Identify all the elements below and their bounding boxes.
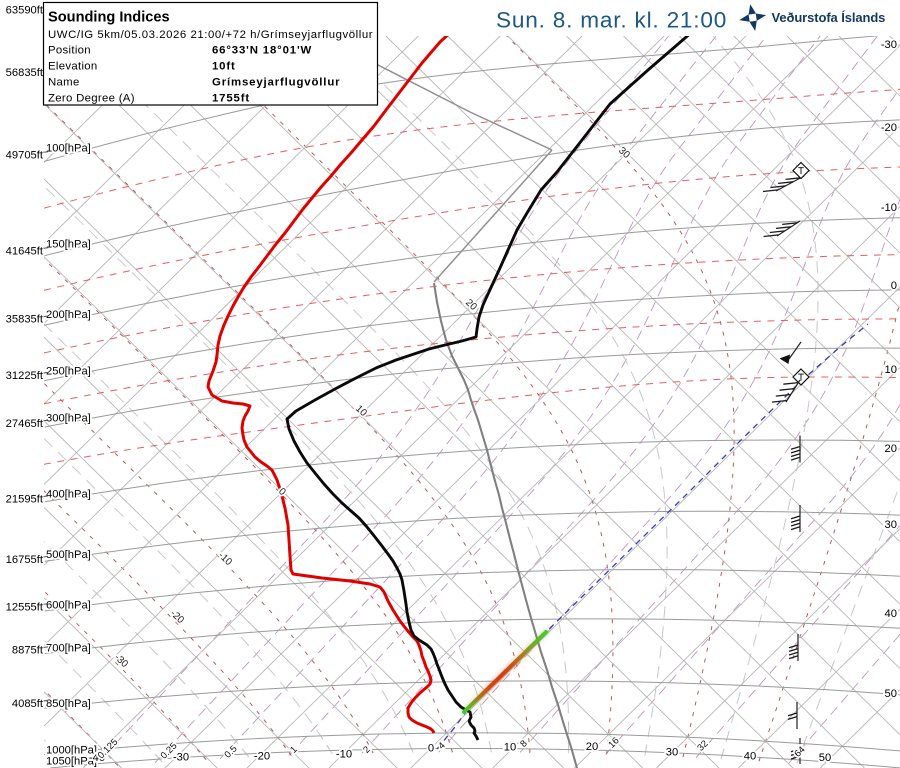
- svg-text:0: 0: [428, 743, 434, 755]
- svg-text:4085ft: 4085ft: [12, 698, 44, 710]
- svg-text:-40: -40: [89, 752, 105, 764]
- svg-text:16755ft: 16755ft: [6, 554, 44, 566]
- svg-text:250[hPa]: 250[hPa]: [46, 366, 91, 378]
- svg-text:100[hPa]: 100[hPa]: [46, 142, 91, 154]
- svg-text:700[hPa]: 700[hPa]: [46, 643, 91, 655]
- svg-text:Position: Position: [48, 45, 91, 57]
- svg-text:UWC/IG 5km/05.03.2026 21:00/+7: UWC/IG 5km/05.03.2026 21:00/+72 h/Grímse…: [48, 29, 373, 41]
- svg-text:35835ft: 35835ft: [6, 314, 44, 326]
- svg-text:30: 30: [885, 519, 897, 531]
- svg-text:66°33'N 18°01'W: 66°33'N 18°01'W: [212, 45, 312, 57]
- svg-text:21595ft: 21595ft: [6, 494, 44, 506]
- svg-text:Sounding Indices: Sounding Indices: [48, 10, 170, 26]
- svg-text:-20: -20: [881, 122, 897, 134]
- svg-text:-30: -30: [881, 39, 897, 51]
- svg-text:49705ft: 49705ft: [6, 149, 44, 161]
- svg-text:31225ft: 31225ft: [6, 370, 44, 382]
- svg-text:150[hPa]: 150[hPa]: [46, 238, 91, 250]
- svg-text:Name: Name: [48, 77, 80, 89]
- svg-text:Grímseyjarflugvöllur: Grímseyjarflugvöllur: [212, 77, 340, 89]
- svg-text:12555ft: 12555ft: [6, 601, 44, 613]
- svg-text:8875ft: 8875ft: [12, 645, 44, 657]
- svg-text:300[hPa]: 300[hPa]: [46, 413, 91, 425]
- svg-text:20: 20: [885, 443, 897, 455]
- svg-text:-10: -10: [881, 202, 897, 214]
- svg-text:56835ft: 56835ft: [6, 67, 44, 79]
- svg-text:1755ft: 1755ft: [212, 92, 250, 104]
- svg-text:40: 40: [885, 608, 897, 620]
- svg-text:30: 30: [666, 747, 678, 759]
- svg-text:0: 0: [891, 280, 897, 292]
- svg-text:850[hPa]: 850[hPa]: [46, 698, 91, 710]
- svg-text:20: 20: [586, 741, 598, 753]
- svg-text:-10: -10: [336, 749, 352, 761]
- svg-text:63590ft: 63590ft: [6, 5, 44, 17]
- svg-text:Elevation: Elevation: [48, 61, 98, 73]
- svg-text:1000[hPa]: 1000[hPa]: [46, 745, 97, 757]
- svg-text:10ft: 10ft: [212, 61, 236, 73]
- svg-text:-30: -30: [173, 751, 189, 763]
- svg-text:600[hPa]: 600[hPa]: [46, 599, 91, 611]
- svg-text:10: 10: [504, 742, 516, 754]
- svg-text:50: 50: [885, 688, 897, 700]
- svg-text:Sun. 8. mar. kl. 21:00: Sun. 8. mar. kl. 21:00: [496, 8, 727, 33]
- svg-text:41645ft: 41645ft: [6, 245, 44, 257]
- svg-text:10: 10: [885, 364, 897, 376]
- svg-text:200[hPa]: 200[hPa]: [46, 309, 91, 321]
- svg-text:1050[hPa]: 1050[hPa]: [46, 756, 97, 768]
- svg-text:27465ft: 27465ft: [6, 418, 44, 430]
- svg-text:Veðurstofa Íslands: Veðurstofa Íslands: [772, 10, 886, 25]
- svg-text:400[hPa]: 400[hPa]: [46, 489, 91, 501]
- svg-text:Zero Degree (A): Zero Degree (A): [48, 92, 135, 104]
- svg-text:-20: -20: [254, 751, 270, 763]
- svg-text:50: 50: [819, 752, 831, 764]
- svg-text:500[hPa]: 500[hPa]: [46, 549, 91, 561]
- svg-text:40: 40: [744, 751, 756, 763]
